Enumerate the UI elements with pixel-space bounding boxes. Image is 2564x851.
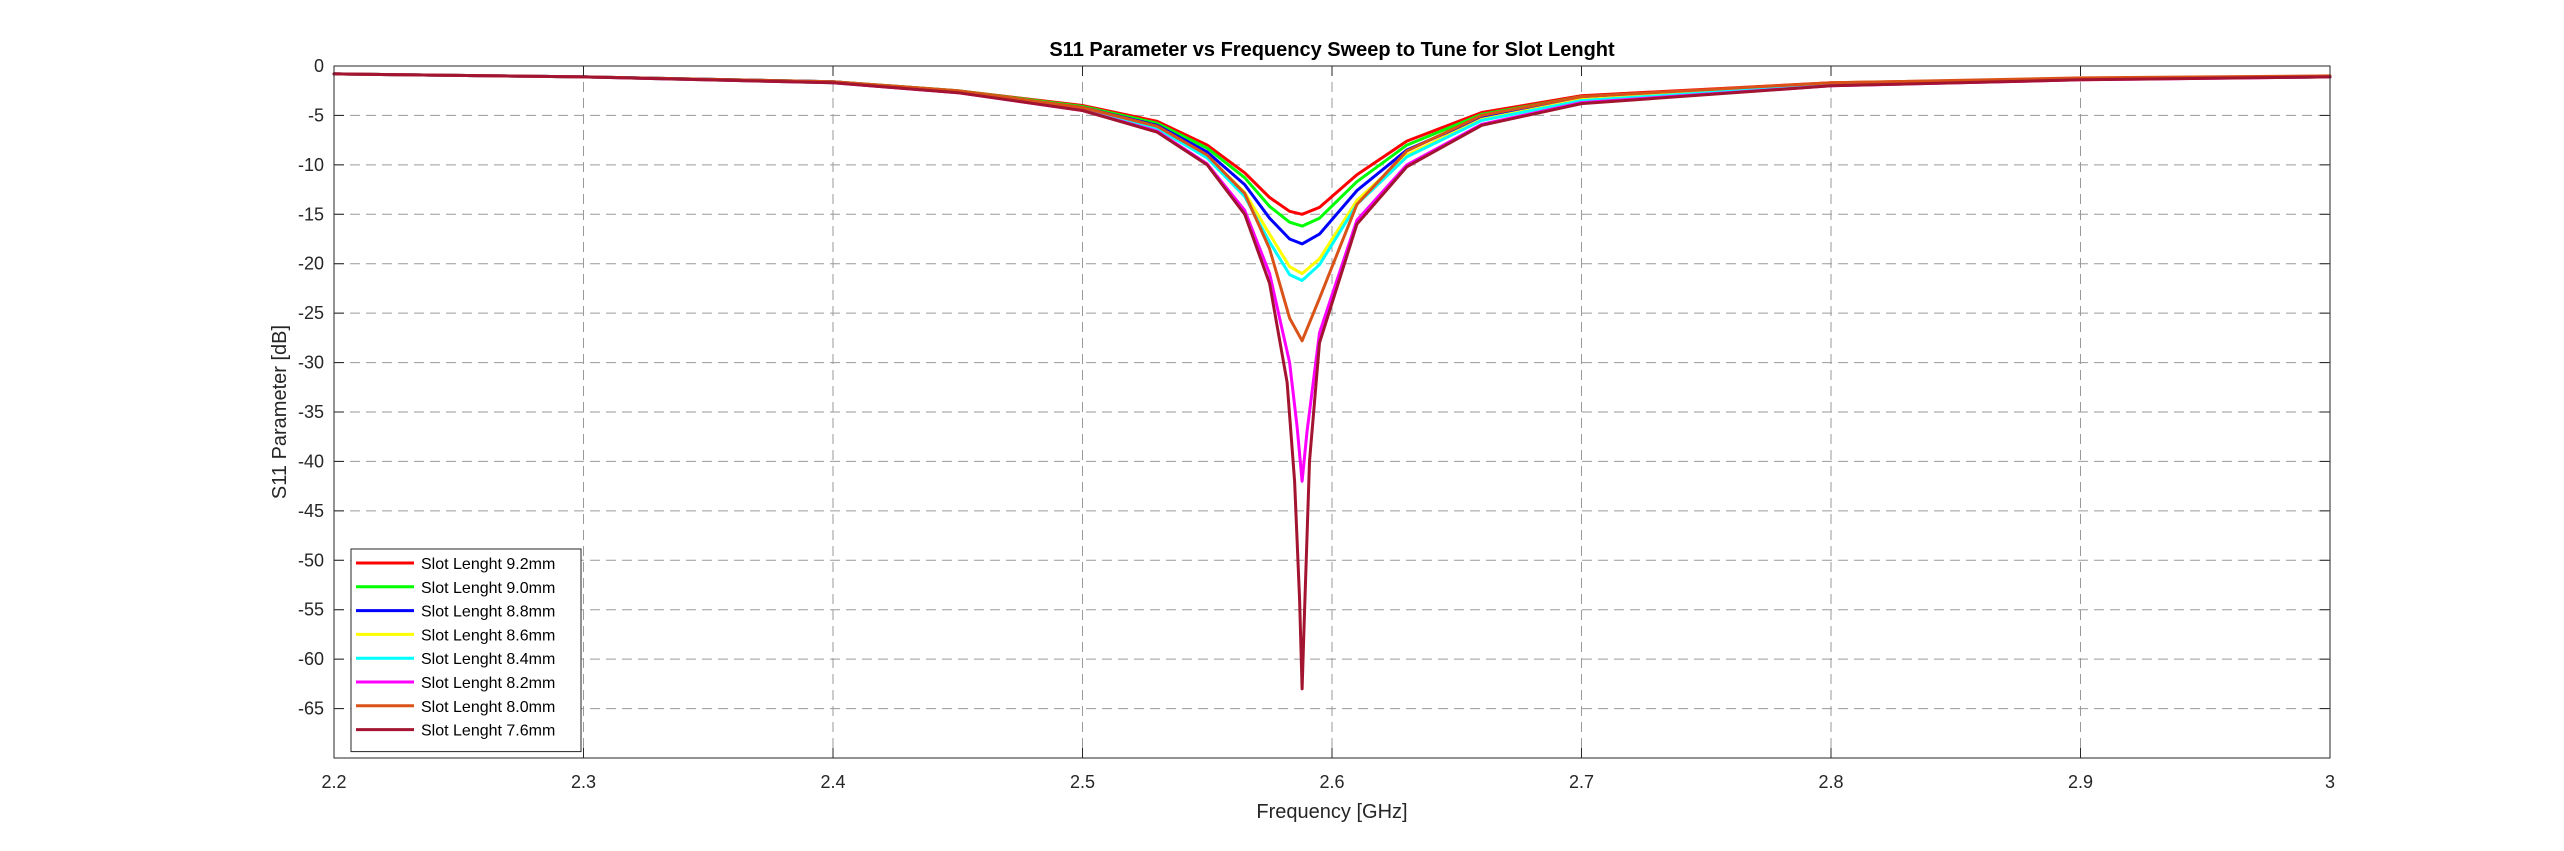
legend-label: Slot Lenght 8.2mm (421, 675, 555, 692)
x-tick-label: 3 (2325, 772, 2335, 792)
legend-label: Slot Lenght 8.8mm (421, 604, 555, 621)
legend-label: Slot Lenght 8.6mm (421, 627, 555, 644)
x-tick-label: 2.8 (1818, 772, 1843, 792)
y-tick-label: -30 (298, 353, 324, 373)
legend-label: Slot Lenght 7.6mm (421, 723, 555, 740)
y-axis: 0 -5 -10 -15 -20 -25 -30 -35 -40 -45 -50 -55 -60 -65 (298, 56, 2330, 719)
y-tick-label: 0 (314, 56, 324, 76)
y-tick-label: -50 (298, 550, 324, 570)
x-axis-label: Frequency [GHz] (1256, 801, 1407, 823)
series-layer (332, 72, 2332, 691)
legend: Slot Lenght 9.2mm Slot Lenght 9.0mm Slot L… (350, 548, 582, 753)
x-tick-label: 2.4 (820, 772, 845, 792)
y-tick-label: -35 (298, 402, 324, 422)
x-tick-label: 2.3 (571, 772, 596, 792)
y-tick-label: -65 (298, 699, 324, 719)
series-line (332, 72, 2332, 343)
y-tick-label: -60 (298, 649, 324, 669)
x-axis: 2.2 2.3 2.4 2.5 2.6 2.7 2.8 2.9 3 (321, 66, 2335, 792)
series-line (332, 72, 2332, 691)
y-tick-label: -5 (308, 105, 324, 125)
y-tick-label: -55 (298, 600, 324, 620)
chart-title: S11 Parameter vs Frequency Sweep to Tune… (1049, 39, 1615, 61)
legend-label: Slot Lenght 8.0mm (421, 699, 555, 716)
legend-label: Slot Lenght 9.0mm (421, 580, 555, 597)
legend-label: Slot Lenght 8.4mm (421, 651, 555, 668)
y-tick-label: -10 (298, 155, 324, 175)
y-tick-label: -25 (298, 303, 324, 323)
x-tick-label: 2.9 (2068, 772, 2093, 792)
y-tick-label: -15 (298, 204, 324, 224)
x-tick-label: 2.2 (321, 772, 346, 792)
x-tick-label: 2.5 (1070, 772, 1095, 792)
legend-box (350, 548, 582, 753)
y-tick-label: -20 (298, 254, 324, 274)
legend-label: Slot Lenght 9.2mm (421, 556, 555, 573)
y-axis-label: S11 Parameter [dB] (269, 325, 291, 499)
x-tick-label: 2.7 (1569, 772, 1594, 792)
x-tick-label: 2.6 (1319, 772, 1344, 792)
y-tick-label: -40 (298, 451, 324, 471)
y-tick-label: -45 (298, 501, 324, 521)
